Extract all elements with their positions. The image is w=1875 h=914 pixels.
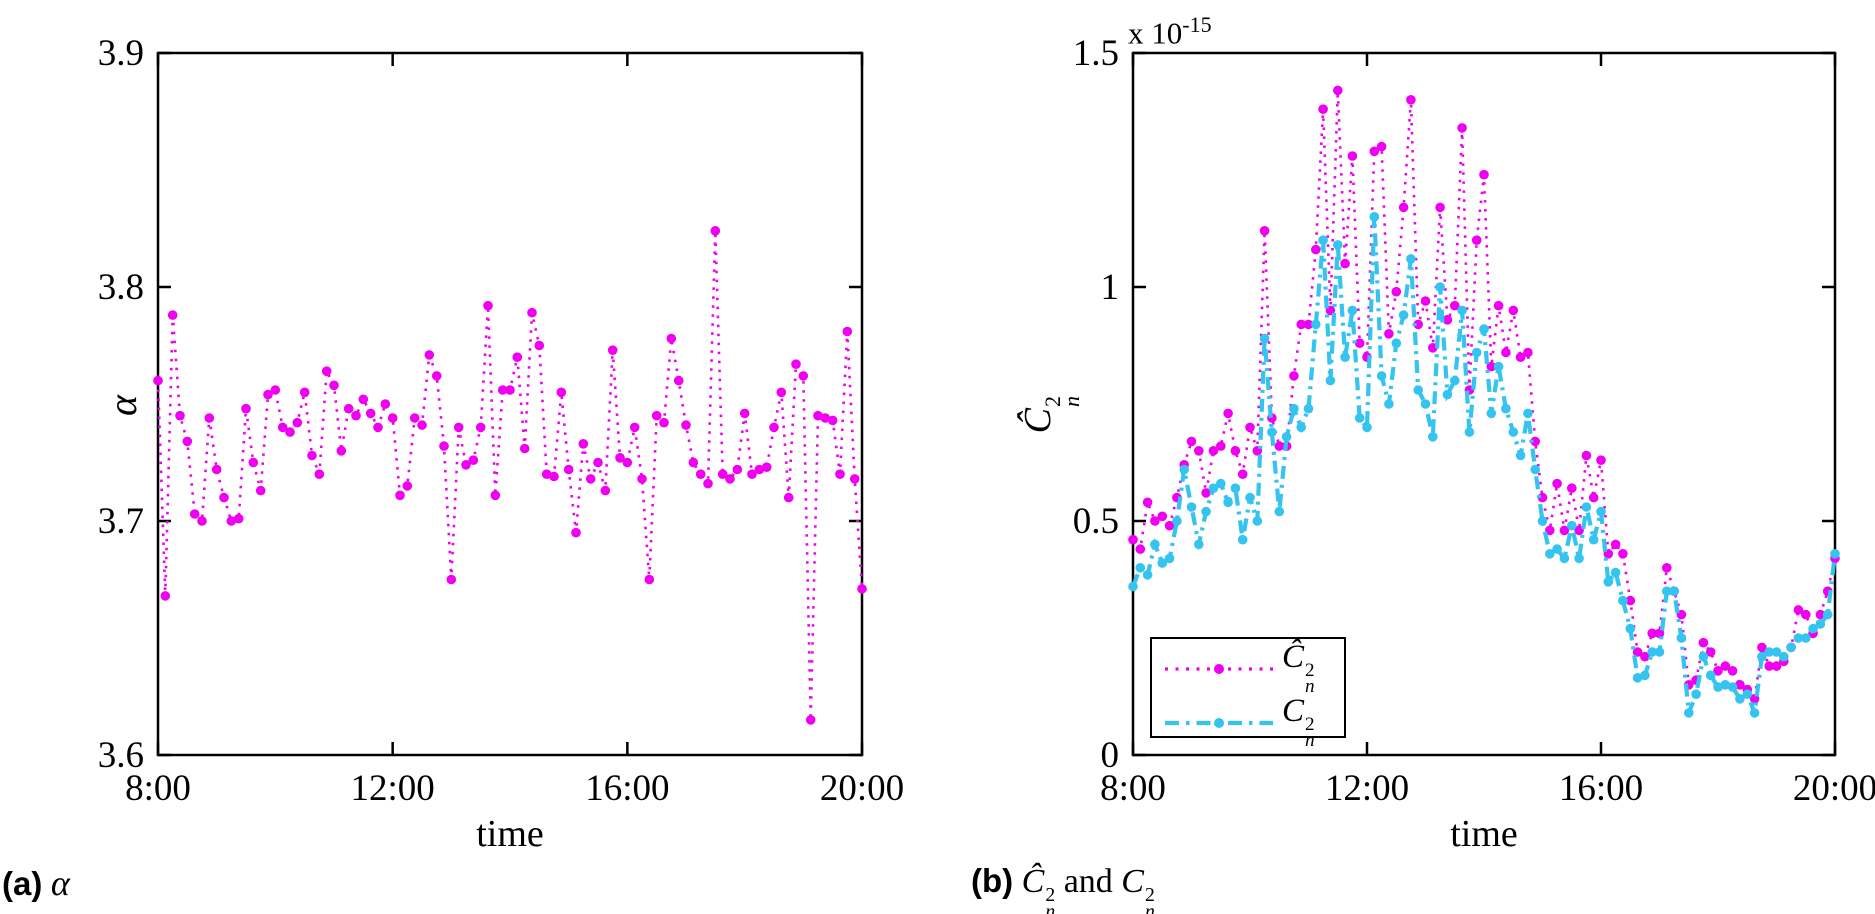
legend-sample-dotted-line	[1165, 664, 1273, 675]
math-c-hat: Ĉ	[1017, 408, 1059, 434]
panel-b-exponent-label: x 10-15	[1128, 12, 1212, 51]
svg-text:12:00: 12:00	[1325, 768, 1409, 809]
dot-marker-sample	[1214, 664, 1224, 675]
svg-text:1.5: 1.5	[1073, 33, 1119, 74]
svg-text:12:00: 12:00	[351, 768, 435, 809]
panel-a-ylabel: α	[100, 395, 145, 416]
svg-text:16:00: 16:00	[1559, 768, 1643, 809]
legend-sample-dashdot-line	[1165, 718, 1273, 729]
svg-text:3.7: 3.7	[98, 501, 144, 542]
svg-text:3.8: 3.8	[98, 267, 144, 308]
dot-marker-sample	[1214, 718, 1224, 729]
svg-text:20:00: 20:00	[1793, 768, 1875, 809]
svg-text:8:00: 8:00	[125, 768, 191, 809]
panel-a-xlabel: time	[476, 813, 544, 855]
svg-text:0.5: 0.5	[1073, 501, 1119, 542]
svg-text:3.6: 3.6	[98, 735, 144, 776]
caption-a: (a) α	[2, 863, 70, 903]
svg-text:1: 1	[1101, 267, 1120, 308]
svg-text:20:00: 20:00	[820, 768, 904, 809]
svg-text:8:00: 8:00	[1100, 768, 1166, 809]
svg-text:16:00: 16:00	[585, 768, 669, 809]
svg-text:3.9: 3.9	[98, 33, 144, 74]
svg-text:0: 0	[1101, 735, 1120, 776]
panel-b-xlabel: time	[1450, 813, 1518, 855]
